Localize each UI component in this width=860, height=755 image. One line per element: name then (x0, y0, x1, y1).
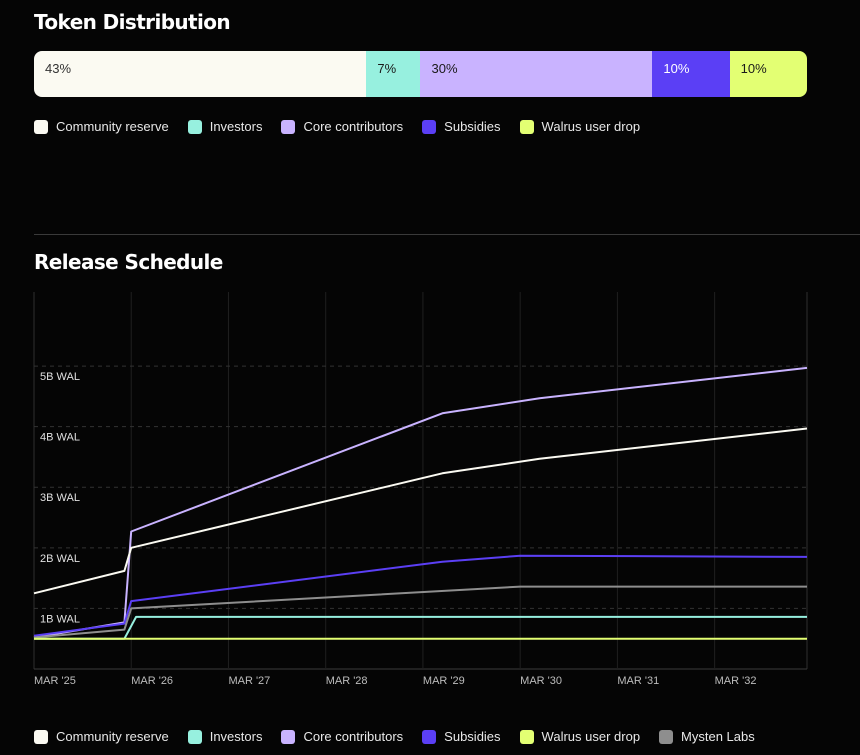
legend-swatch-icon (422, 729, 437, 744)
token-distribution-title: Token Distribution (34, 10, 231, 34)
legend-swatch-icon (281, 119, 296, 134)
legend-swatch-icon (281, 729, 296, 744)
x-tick-label: MAR '25 (34, 675, 76, 687)
x-tick-label: MAR '31 (617, 675, 659, 687)
series-line (34, 615, 807, 640)
legend-swatch-icon (659, 729, 674, 744)
x-tick-label: MAR '29 (423, 675, 465, 687)
legend-swatch-icon (34, 119, 48, 134)
distribution-segment: 7% (366, 51, 421, 97)
legend-swatch-icon (422, 119, 437, 134)
legend-swatch-icon (187, 729, 202, 744)
series-line (33, 427, 808, 595)
x-tick-label: MAR '32 (715, 675, 757, 687)
legend-swatch-icon (519, 119, 534, 134)
series-line (33, 366, 808, 639)
legend-label: Core contributors (303, 119, 404, 134)
legend-label: Investors (209, 729, 263, 744)
legend-label: Community reserve (56, 119, 169, 134)
legend-item: Subsidies (422, 119, 501, 134)
distribution-segment: 30% (420, 51, 653, 97)
release-schedule-chart: MAR '25 MAR '26 MAR '27 MAR '28 MAR '29 MAR '… (33, 292, 808, 687)
y-tick-label: 1B WAL (40, 613, 80, 625)
y-tick-label: 4B WAL (40, 432, 80, 444)
legend-item: Community reserve (34, 119, 169, 134)
token-distribution-bar: 43% 7% 30% 10% 10% (34, 51, 807, 97)
series-line (33, 554, 808, 637)
legend-item: Core contributors (281, 119, 403, 134)
segment-label: 7% (377, 61, 397, 76)
segment-label: 30% (431, 61, 458, 76)
y-tick-label: 2B WAL (40, 553, 80, 565)
token-distribution-legend: Community reserve Investors Core contribut… (34, 119, 659, 134)
legend-item: Investors (187, 119, 263, 134)
legend-item: Community reserve (34, 729, 169, 744)
legend-label: Walrus user drop (541, 729, 641, 744)
legend-swatch-icon (519, 729, 534, 744)
distribution-segment: 43% (34, 51, 367, 97)
legend-label: Subsidies (444, 729, 501, 744)
legend-label: Subsidies (444, 119, 501, 134)
x-tick-label: MAR '28 (326, 675, 368, 687)
section-divider (34, 234, 860, 235)
release-schedule-legend: Community reserve Investors Core contribut… (34, 729, 774, 744)
legend-item: Core contributors (281, 729, 403, 744)
legend-item: Walrus user drop (519, 729, 641, 744)
series-line (33, 585, 807, 639)
legend-item: Walrus user drop (519, 119, 641, 134)
legend-label: Walrus user drop (541, 119, 641, 134)
release-schedule-title: Release Schedule (34, 250, 223, 274)
legend-swatch-icon (187, 119, 202, 134)
legend-label: Core contributors (303, 729, 404, 744)
x-tick-label: MAR '26 (131, 675, 173, 687)
legend-item: Mysten Labs (659, 729, 755, 744)
segment-label: 43% (45, 61, 72, 76)
segment-label: 10% (663, 61, 690, 76)
y-tick-label: 3B WAL (40, 492, 80, 504)
x-tick-label: MAR '27 (228, 675, 270, 687)
legend-swatch-icon (34, 729, 48, 744)
y-tick-label: 5B WAL (40, 371, 80, 383)
legend-item: Investors (187, 729, 263, 744)
distribution-segment: 10% (729, 51, 807, 97)
x-tick-label: MAR '30 (520, 675, 562, 687)
distribution-segment: 10% (652, 51, 730, 97)
legend-label: Community reserve (56, 729, 169, 744)
legend-label: Investors (209, 119, 263, 134)
legend-item: Subsidies (422, 729, 501, 744)
legend-label: Mysten Labs (681, 729, 755, 744)
segment-label: 10% (740, 61, 767, 76)
